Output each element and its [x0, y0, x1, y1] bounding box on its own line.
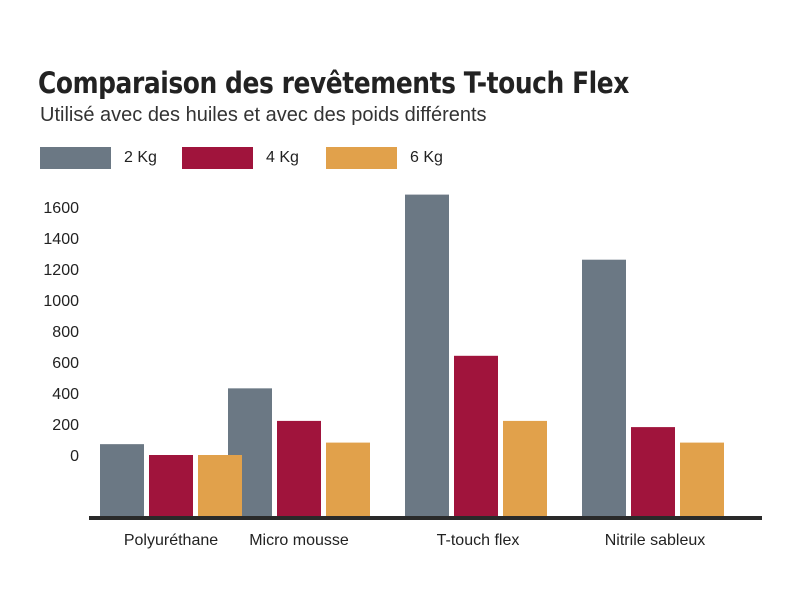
bar-6-kg-t-touch-flex	[503, 420, 547, 517]
x-tick-label: Polyuréthane	[124, 532, 218, 549]
x-tick-label: T-touch flex	[437, 532, 520, 549]
y-tick-label: 0	[70, 448, 79, 465]
bar-6-kg-micro-mousse	[326, 442, 370, 517]
bar-4-kg-micro-mousse	[277, 420, 321, 517]
bar-4-kg-nitrile-sableux	[631, 427, 675, 517]
bar-4-kg-t-touch-flex	[454, 355, 498, 517]
y-tick-label: 1400	[43, 231, 79, 248]
y-tick-label: 200	[52, 417, 79, 434]
bar-6-kg-polyurethane	[198, 455, 242, 517]
bar-2-kg-polyurethane	[100, 444, 144, 517]
legend-label-4kg: 4 Kg	[266, 149, 299, 166]
y-tick-label: 1000	[43, 293, 79, 310]
y-tick-label: 1200	[43, 262, 79, 279]
legend-swatch-2kg	[40, 147, 111, 169]
chart-title: Comparaison des revêtements T-touch Flex	[38, 66, 629, 100]
bar-6-kg-nitrile-sableux	[680, 442, 724, 517]
bar-2-kg-nitrile-sableux	[582, 259, 626, 517]
legend-item-6kg: 6 Kg	[326, 146, 443, 170]
y-tick-label: 800	[52, 324, 79, 341]
legend-swatch-4kg	[182, 147, 253, 169]
bar-2-kg-t-touch-flex	[405, 194, 449, 517]
legend-label-2kg: 2 Kg	[124, 149, 157, 166]
y-tick-label: 1600	[43, 200, 79, 217]
x-tick-label: Micro mousse	[249, 532, 349, 549]
chart-subtitle: Utilisé avec des huiles et avec des poid…	[40, 104, 487, 126]
x-tick-label: Nitrile sableux	[605, 532, 705, 549]
y-tick-label: 600	[52, 355, 79, 372]
y-tick-label: 400	[52, 386, 79, 403]
legend-item-2kg: 2 Kg	[40, 146, 157, 170]
legend-swatch-6kg	[326, 147, 397, 169]
bar-4-kg-polyurethane	[149, 455, 193, 517]
legend-item-4kg: 4 Kg	[182, 146, 299, 170]
legend-label-6kg: 6 Kg	[410, 149, 443, 166]
